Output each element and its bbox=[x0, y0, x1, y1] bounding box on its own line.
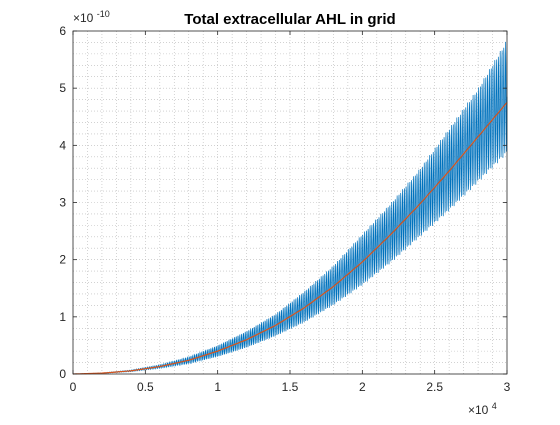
x-tick-label: 1 bbox=[214, 380, 221, 394]
series-line-2 bbox=[72, 102, 508, 375]
x-tick-label: 2 bbox=[359, 380, 366, 394]
x-tick-labels: 0 0.5 1 1.5 2 2.5 3 bbox=[70, 380, 511, 394]
x-tick-label: 0 bbox=[70, 380, 77, 394]
y-tick-label: 1 bbox=[59, 310, 66, 324]
chart-title: Total extracellular AHL in grid bbox=[184, 11, 395, 28]
y-tick-label: 6 bbox=[59, 24, 66, 38]
x-exponent-base: ×10 bbox=[468, 403, 489, 417]
y-exponent-label: ×10 -10 bbox=[73, 9, 110, 25]
x-tick-label: 2.5 bbox=[426, 380, 443, 394]
tick-marks bbox=[72, 30, 508, 375]
x-tick-label: 3 bbox=[504, 380, 511, 394]
y-tick-label: 4 bbox=[59, 138, 66, 152]
y-exponent-power: -10 bbox=[97, 9, 110, 19]
x-exponent-power: 4 bbox=[492, 401, 497, 411]
y-tick-labels: 0 1 2 3 4 5 6 bbox=[59, 24, 66, 381]
y-exponent-base: ×10 bbox=[73, 11, 94, 25]
y-tick-label: 0 bbox=[59, 367, 66, 381]
y-tick-label: 2 bbox=[59, 253, 66, 267]
x-exponent-label: ×10 4 bbox=[468, 401, 497, 417]
y-tick-label: 3 bbox=[59, 196, 66, 210]
x-tick-label: 0.5 bbox=[137, 380, 154, 394]
y-tick-label: 5 bbox=[59, 81, 66, 95]
series-layer bbox=[72, 41, 508, 375]
x-tick-label: 1.5 bbox=[282, 380, 299, 394]
